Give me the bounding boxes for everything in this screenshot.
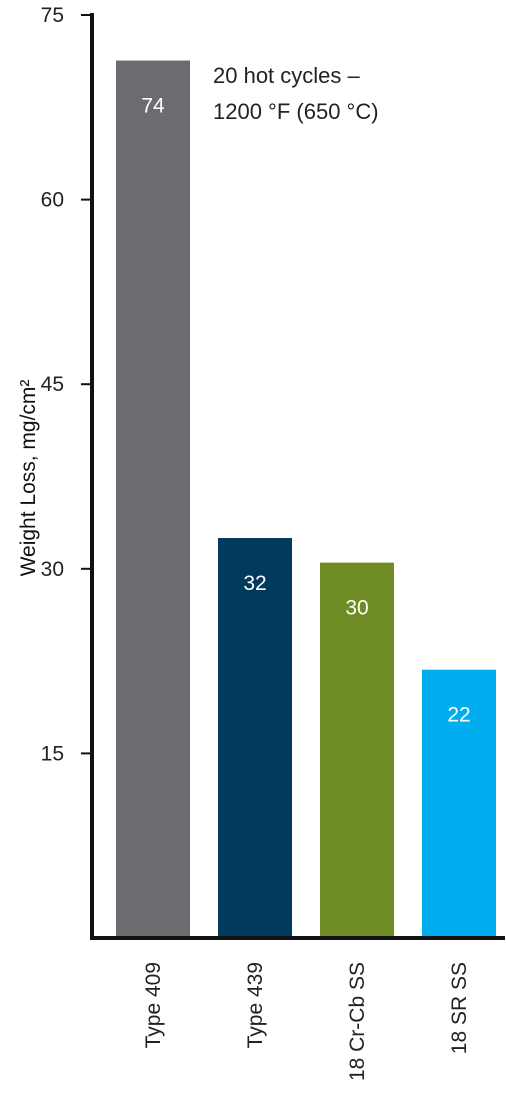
y-tick-label: 45 bbox=[41, 373, 64, 396]
y-tick-label: 30 bbox=[41, 558, 64, 581]
y-tick-label: 75 bbox=[41, 4, 64, 27]
category-label: Type 409 bbox=[142, 962, 165, 1048]
annotation-line-1: 20 hot cycles – bbox=[213, 63, 361, 88]
bar-value-label: 30 bbox=[345, 597, 368, 620]
bar bbox=[422, 669, 496, 938]
category-labels: Type 409 Type 439 18 Cr-Cb SS 18 SR SS bbox=[142, 962, 471, 1081]
chart-annotation: 20 hot cycles – 1200 °F (650 °C) bbox=[213, 63, 379, 124]
bars bbox=[116, 60, 496, 938]
value-labels: 74 32 30 22 bbox=[141, 95, 470, 727]
category-label: 18 SR SS bbox=[448, 962, 471, 1054]
bar bbox=[218, 538, 292, 938]
bar bbox=[320, 562, 394, 938]
y-tick-label: 15 bbox=[41, 742, 64, 765]
bar bbox=[116, 60, 190, 938]
annotation-line-2: 1200 °F (650 °C) bbox=[213, 99, 379, 124]
y-tick-label: 60 bbox=[41, 189, 64, 212]
bar-value-label: 32 bbox=[243, 572, 266, 595]
bar-value-label: 22 bbox=[447, 704, 470, 727]
y-axis-ticks: 15 30 45 60 75 bbox=[41, 4, 92, 765]
category-label: 18 Cr-Cb SS bbox=[346, 962, 369, 1081]
y-axis-title: Weight Loss, mg/cm² bbox=[17, 380, 40, 577]
bar-value-label: 74 bbox=[141, 95, 165, 118]
category-label: Type 439 bbox=[244, 962, 267, 1048]
